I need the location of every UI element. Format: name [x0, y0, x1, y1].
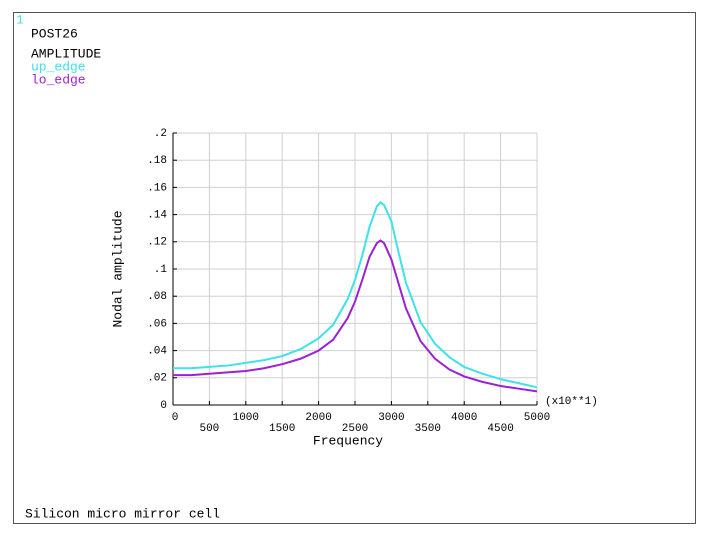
data-line [173, 201, 538, 389]
y-axis-label: Nodal amplitude [110, 210, 125, 327]
y-tick-label: .16 [147, 182, 167, 194]
y-tick-label: .2 [154, 128, 167, 140]
x-axis-label: Frequency [313, 433, 383, 448]
x-tick-label: 3500 [415, 423, 441, 435]
x-tick-label: 2000 [305, 412, 331, 424]
x-tick-label: 5000 [524, 412, 550, 424]
x-multiplier: (x10**1) [545, 396, 598, 408]
y-tick-label: .18 [147, 155, 167, 167]
y-tick-label: .04 [147, 346, 167, 358]
y-tick-label: .1 [154, 264, 168, 276]
y-tick-label: .12 [147, 237, 167, 249]
chart-subtitle: AMPLITUDE [31, 46, 101, 61]
x-tick-label: 1500 [269, 423, 295, 435]
chart-title: POST26 [31, 26, 78, 41]
data-line [173, 239, 538, 393]
window-number: 1 [16, 12, 24, 27]
x-tick-label: 4500 [487, 423, 513, 435]
y-tick-label: .06 [147, 318, 167, 330]
x-tick-label: 500 [199, 423, 219, 435]
legend-entry: lo_edge [31, 72, 86, 87]
y-tick-label: .14 [147, 210, 167, 222]
x-tick-label: 3000 [378, 412, 404, 424]
x-tick-label: 2500 [342, 423, 368, 435]
x-tick-label: 4000 [451, 412, 477, 424]
y-tick-label: .02 [147, 373, 167, 385]
x-tick-label: 0 [172, 412, 179, 424]
y-tick-label: 0 [160, 400, 167, 412]
legend-entry: up_edge [31, 59, 86, 74]
x-tick-label: 1000 [233, 412, 259, 424]
y-tick-label: .08 [147, 291, 167, 303]
caption: Silicon micro mirror cell [25, 506, 220, 521]
